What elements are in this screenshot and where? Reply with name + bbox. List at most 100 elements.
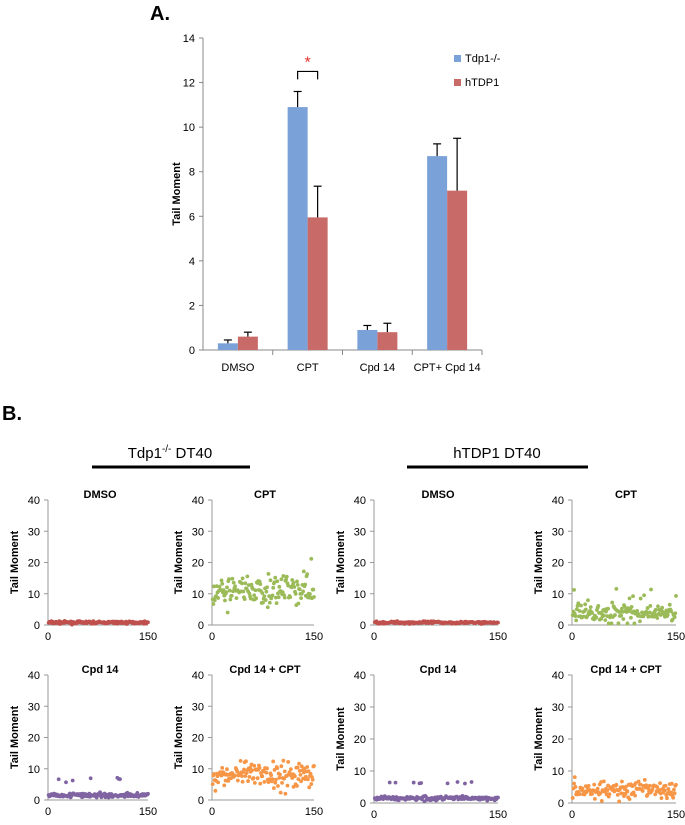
data-point — [270, 593, 275, 598]
data-point — [632, 621, 637, 626]
y-tick-label: 14 — [183, 33, 195, 45]
y-axis-label: Tail Moment — [9, 705, 21, 769]
data-point — [631, 790, 636, 795]
group-headers: Tdp1-/- DT40 hTDP1 DT40 — [92, 444, 588, 469]
data-point — [303, 582, 308, 587]
data-point — [292, 585, 297, 589]
data-point — [240, 576, 245, 581]
y-tick-label: 30 — [552, 526, 564, 538]
y-tick-label: 10 — [552, 766, 564, 778]
data-point — [225, 610, 230, 615]
data-point — [599, 798, 604, 803]
data-point — [224, 590, 229, 595]
data-point — [573, 785, 578, 789]
data-point — [281, 574, 286, 578]
scatter-plot: 0 10 20 30 40 0 150 Tail Moment DMSO — [335, 489, 507, 643]
group-header: hTDP1 DT40 — [453, 445, 541, 462]
data-point — [622, 604, 627, 609]
data-point — [269, 773, 274, 778]
data-point — [271, 759, 276, 764]
x-tick-label: CPT — [297, 362, 319, 374]
x-tick-label: 150 — [305, 806, 323, 818]
data-point — [262, 779, 267, 784]
data-point — [625, 789, 630, 794]
data-point — [605, 788, 610, 793]
x-tick-label: 150 — [489, 631, 507, 643]
y-tick-label: 20 — [192, 733, 204, 745]
x-tick-label: 0 — [371, 809, 377, 821]
data-point — [288, 767, 293, 772]
data-point — [665, 796, 669, 801]
data-point — [669, 781, 674, 786]
data-point — [282, 776, 286, 781]
data-point — [658, 613, 663, 617]
data-point — [253, 588, 258, 593]
data-point — [228, 597, 233, 602]
y-tick-label: 6 — [189, 211, 195, 223]
x-tick-label: 150 — [139, 631, 157, 643]
data-point — [276, 595, 281, 600]
data-point — [667, 602, 672, 607]
data-point — [272, 767, 277, 772]
data-point — [598, 791, 603, 796]
data-point — [210, 782, 215, 787]
y-tick-label: 20 — [552, 558, 564, 570]
data-point — [251, 776, 256, 780]
data-point — [666, 786, 671, 791]
data-point — [588, 605, 593, 610]
data-point — [411, 780, 416, 785]
data-point — [670, 617, 675, 622]
data-point — [281, 758, 286, 763]
data-point — [672, 615, 677, 620]
x-tick-label: 0 — [209, 631, 215, 643]
data-point — [642, 778, 647, 782]
data-point — [211, 602, 216, 606]
data-point — [609, 621, 614, 626]
y-tick-label: 0 — [558, 798, 564, 810]
scatter-plot: 0 10 20 30 40 0 150 Tail Moment Cpd 14 — [335, 664, 507, 821]
data-point — [635, 608, 640, 613]
data-point — [297, 761, 301, 766]
data-point — [312, 763, 316, 768]
plot-title: CPT — [254, 489, 276, 501]
y-tick-label: 20 — [192, 558, 204, 570]
data-point — [653, 792, 658, 797]
y-tick-label: 40 — [552, 495, 564, 507]
data-point — [261, 600, 265, 605]
y-tick-label: 30 — [28, 526, 40, 538]
data-point — [284, 574, 289, 579]
data-point — [606, 783, 610, 788]
x-tick-label: 0 — [569, 631, 575, 643]
y-tick-label: 10 — [192, 764, 204, 776]
data-point — [295, 765, 300, 770]
data-point — [56, 777, 61, 782]
data-point — [596, 603, 601, 608]
data-point — [305, 777, 310, 782]
data-point — [619, 613, 624, 618]
data-point — [265, 766, 269, 771]
data-point — [262, 594, 267, 598]
data-point — [615, 792, 620, 797]
data-point — [225, 767, 229, 772]
data-point — [222, 783, 227, 788]
data-point — [633, 781, 638, 785]
data-point — [238, 758, 243, 763]
y-tick-label: 40 — [192, 670, 204, 682]
data-point — [297, 587, 302, 592]
data-point — [282, 769, 287, 774]
bar — [357, 329, 378, 350]
data-point — [217, 584, 222, 589]
data-point — [614, 586, 619, 591]
data-point — [583, 607, 588, 612]
data-point — [278, 790, 283, 795]
data-point — [271, 786, 276, 791]
y-tick-label: 40 — [28, 495, 40, 507]
data-point — [291, 784, 296, 789]
data-point — [454, 794, 459, 799]
data-point — [636, 779, 641, 784]
y-tick-label: 0 — [34, 795, 40, 807]
data-point — [301, 569, 306, 574]
y-axis-label: Tail Moment — [173, 530, 185, 594]
data-point — [576, 601, 581, 606]
